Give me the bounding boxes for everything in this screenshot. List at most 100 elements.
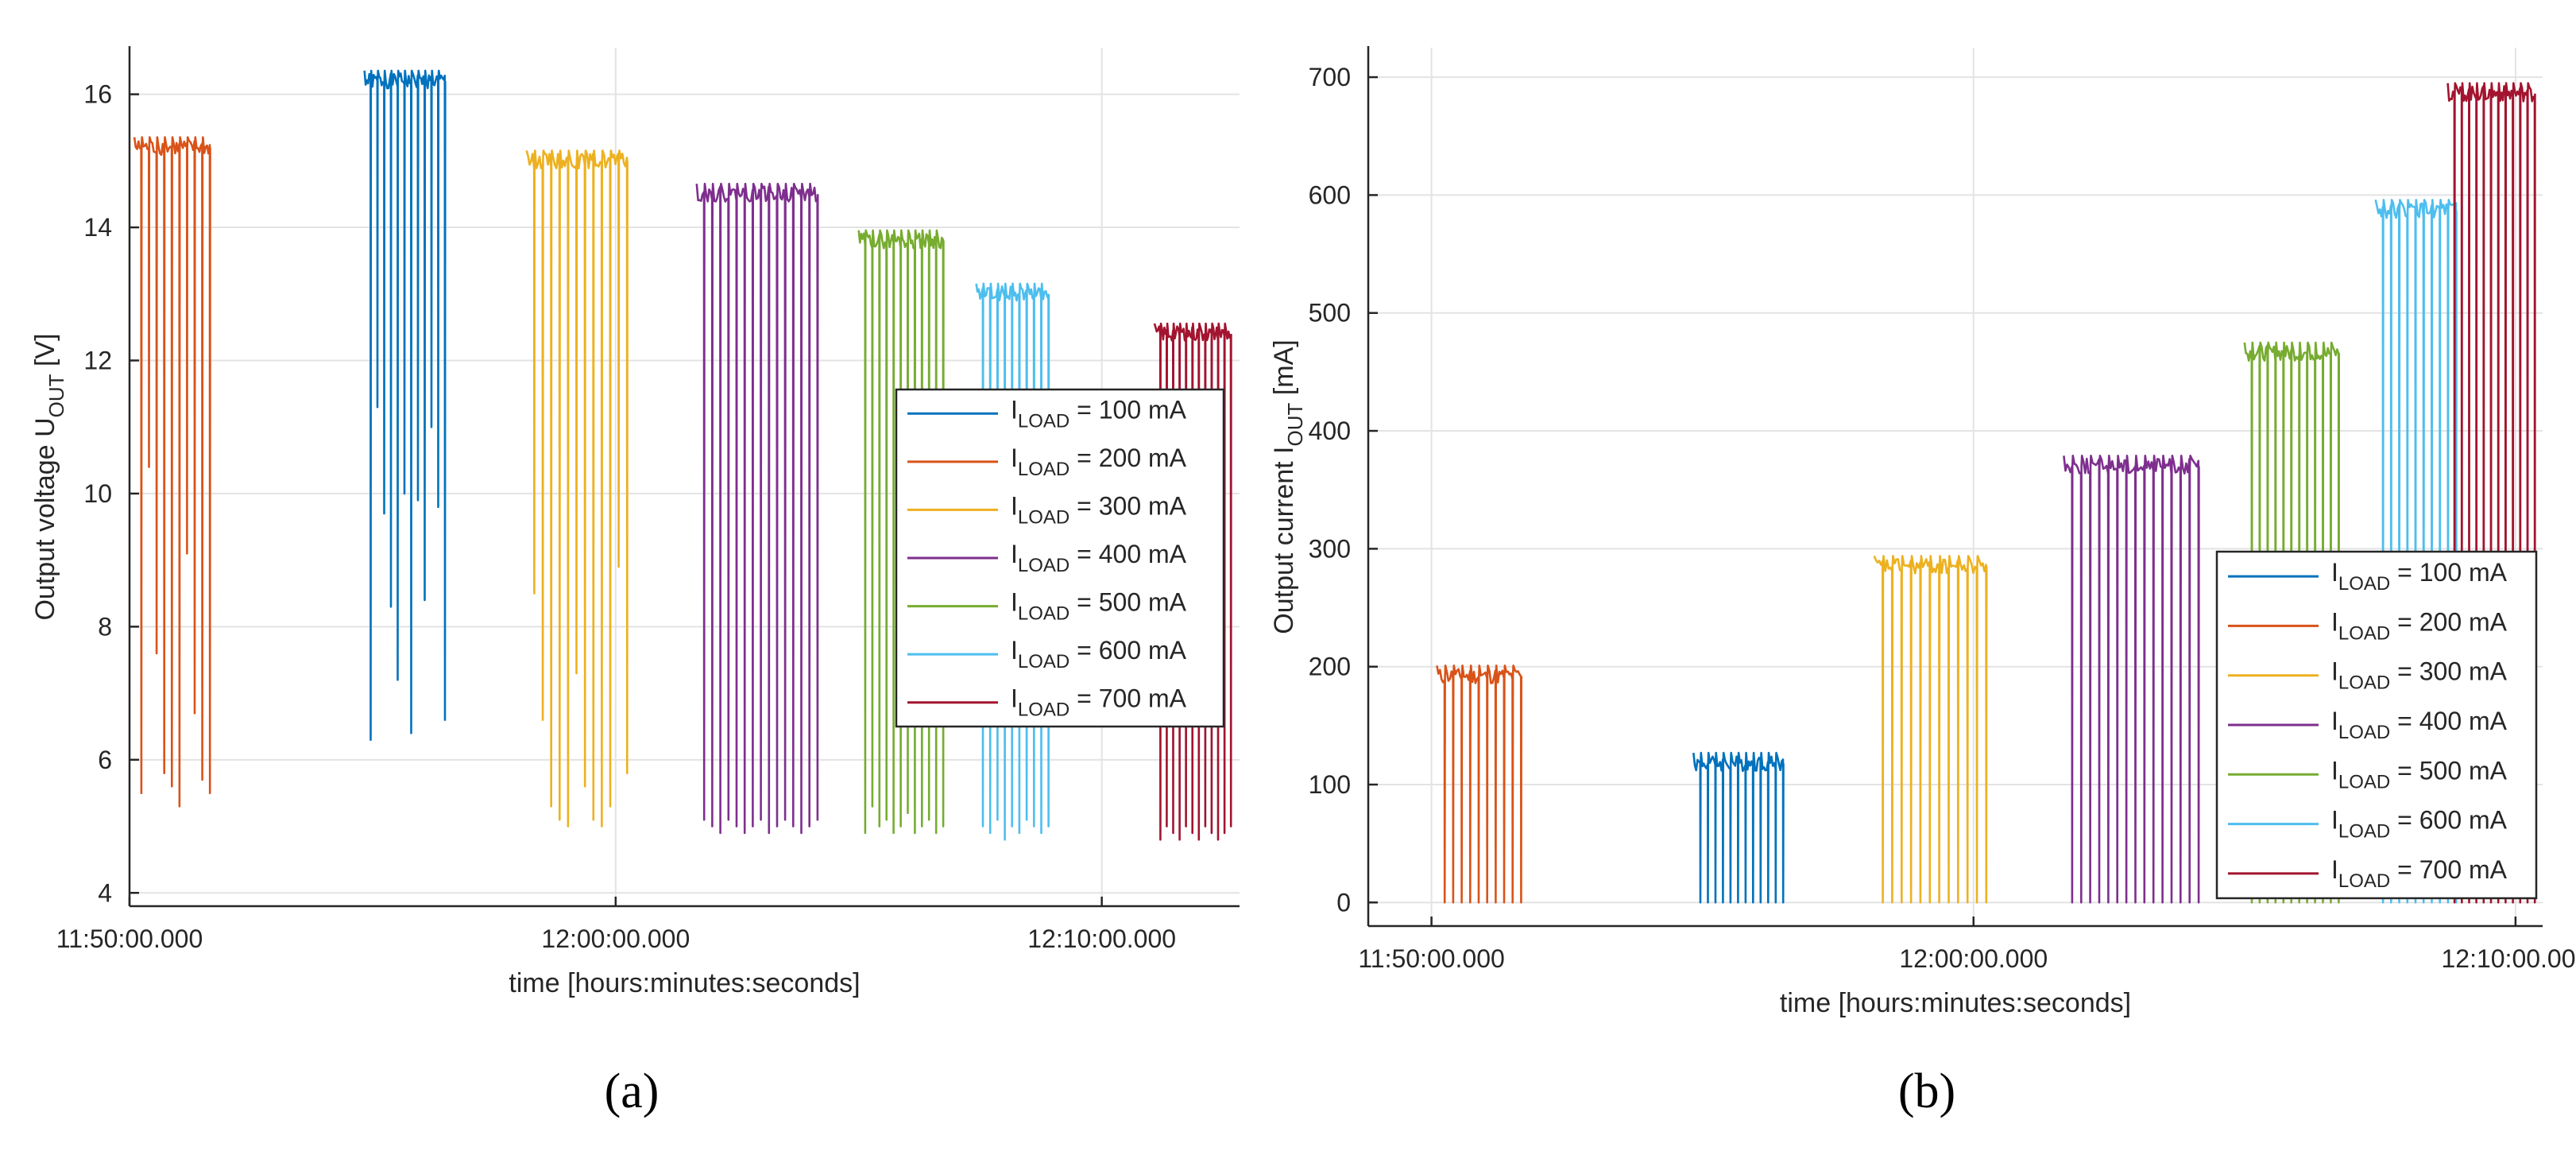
legend-label-suffix: = 500 mA bbox=[1069, 588, 1186, 617]
legend-label-sub: LOAD bbox=[1018, 555, 1069, 576]
legend-label-main: I bbox=[2331, 607, 2338, 636]
legend-label-suffix: = 400 mA bbox=[2390, 707, 2507, 735]
legend-label-sub: LOAD bbox=[2338, 722, 2390, 743]
legend-label-suffix: = 100 mA bbox=[2390, 558, 2507, 587]
legend-label: ILOAD = 200 mA bbox=[2331, 607, 2508, 644]
y-tick-label: 6 bbox=[98, 746, 112, 774]
series-line bbox=[2243, 341, 2340, 904]
chart-b: (b) 0 100 200 300 400 500 600 700 11:50:00.000 12… bbox=[1269, 46, 2576, 1118]
x-tick-label: 12:10:00.000 bbox=[2441, 944, 2576, 973]
legend-label: ILOAD = 700 mA bbox=[2331, 855, 2508, 892]
series-line bbox=[133, 136, 211, 808]
y-tick-label: 16 bbox=[83, 80, 112, 109]
x-axis-label: time [hours:minutes:seconds] bbox=[1780, 988, 2131, 1018]
series-line bbox=[525, 149, 629, 827]
legend-label: ILOAD = 600 mA bbox=[1011, 636, 1187, 672]
legend-label: ILOAD = 400 mA bbox=[1011, 540, 1187, 576]
legend-label: ILOAD = 700 mA bbox=[1011, 684, 1187, 721]
y-tick-label: 8 bbox=[98, 612, 112, 641]
series-line bbox=[2063, 455, 2200, 904]
x-axis-label: time [hours:minutes:seconds] bbox=[509, 968, 860, 998]
legend-label-suffix: = 100 mA bbox=[1069, 395, 1186, 424]
y-axis-label-unit: [V] bbox=[30, 333, 60, 374]
x-tick-label: 11:50:00.000 bbox=[56, 924, 203, 953]
legend-label: ILOAD = 300 mA bbox=[1011, 491, 1187, 528]
y-axis-label-unit: [mA] bbox=[1269, 339, 1299, 402]
legend-label-main: I bbox=[1011, 491, 1018, 520]
y-axis-label-sub: OUT bbox=[44, 374, 68, 417]
legend-label-main: I bbox=[2331, 558, 2338, 587]
legend-label-suffix: = 300 mA bbox=[1069, 491, 1186, 520]
y-tick-label: 700 bbox=[1309, 63, 1351, 91]
legend-label-suffix: = 600 mA bbox=[2390, 806, 2507, 835]
legend-label-suffix: = 400 mA bbox=[1069, 540, 1186, 568]
series-line bbox=[2446, 82, 2536, 904]
legend-label-sub: LOAD bbox=[1018, 700, 1069, 721]
series-line bbox=[857, 229, 945, 835]
legend-label-sub: LOAD bbox=[2338, 622, 2390, 644]
legend-label-main: I bbox=[2331, 806, 2338, 835]
y-tick-label: 600 bbox=[1309, 180, 1351, 209]
x-tick-label: 12:10:00.000 bbox=[1027, 924, 1176, 953]
series-line bbox=[1436, 665, 1522, 904]
legend-label: ILOAD = 300 mA bbox=[2331, 657, 2508, 694]
panel-label-b: (b) bbox=[1898, 1064, 1955, 1118]
series-line bbox=[2374, 199, 2458, 904]
legend-label-sub: LOAD bbox=[2338, 573, 2390, 595]
legend-label-sub: LOAD bbox=[1018, 651, 1069, 672]
legend-label-main: I bbox=[2331, 756, 2338, 785]
x-tick-label: 12:00:00.000 bbox=[541, 924, 690, 953]
y-tick-label: 0 bbox=[1336, 888, 1351, 917]
legend-label: ILOAD = 500 mA bbox=[1011, 588, 1187, 625]
legend-label: ILOAD = 100 mA bbox=[1011, 395, 1187, 432]
legend-label-main: I bbox=[2331, 657, 2338, 686]
legend-label-suffix: = 700 mA bbox=[2390, 855, 2507, 884]
y-axis-label-sub: OUT bbox=[1283, 403, 1307, 447]
legend-label: ILOAD = 600 mA bbox=[2331, 806, 2508, 843]
legend-label-main: I bbox=[1011, 684, 1018, 713]
legend-label-suffix: = 600 mA bbox=[1069, 636, 1186, 665]
legend-label-main: I bbox=[2331, 707, 2338, 735]
legend-label: ILOAD = 400 mA bbox=[2331, 707, 2508, 743]
legend-label-sub: LOAD bbox=[1018, 506, 1069, 528]
legend-label-main: I bbox=[1011, 540, 1018, 568]
panel-label-a: (a) bbox=[605, 1064, 659, 1118]
legend-label-main: I bbox=[1011, 444, 1018, 472]
y-tick-label: 200 bbox=[1309, 653, 1351, 681]
legend-label-suffix: = 300 mA bbox=[2390, 657, 2507, 686]
y-axis-label-main: Output voltage U bbox=[30, 417, 60, 620]
legend-label-main: I bbox=[1011, 588, 1018, 617]
y-tick-label: 10 bbox=[83, 479, 112, 508]
legend-label-sub: LOAD bbox=[1018, 459, 1069, 480]
legend-label-suffix: = 200 mA bbox=[2390, 607, 2507, 636]
y-tick-label: 500 bbox=[1309, 299, 1351, 327]
legend-label-main: I bbox=[1011, 395, 1018, 424]
series-line bbox=[1873, 555, 1988, 904]
legend-label-main: I bbox=[1011, 636, 1018, 665]
y-tick-label: 4 bbox=[98, 878, 112, 907]
legend-label: ILOAD = 100 mA bbox=[2331, 558, 2508, 595]
legend-label-sub: LOAD bbox=[2338, 672, 2390, 694]
y-axis-label: Output voltage UOUT [V] bbox=[30, 333, 68, 620]
y-tick-label: 400 bbox=[1309, 417, 1351, 445]
y-axis-label-main: Output current I bbox=[1269, 447, 1299, 634]
legend-label: ILOAD = 500 mA bbox=[2331, 756, 2508, 793]
series-line bbox=[1692, 751, 1785, 904]
legend-label-sub: LOAD bbox=[2338, 821, 2390, 843]
legend-label-sub: LOAD bbox=[2338, 771, 2390, 793]
legend-label-suffix: = 500 mA bbox=[2390, 756, 2507, 785]
legend-label-sub: LOAD bbox=[1018, 603, 1069, 625]
series-line bbox=[363, 69, 447, 741]
y-axis-label: Output current IOUT [mA] bbox=[1269, 339, 1307, 634]
x-tick-label: 11:50:00.000 bbox=[1358, 944, 1504, 973]
y-tick-label: 14 bbox=[83, 213, 112, 242]
y-tick-label: 300 bbox=[1309, 534, 1351, 563]
legend-label-suffix: = 700 mA bbox=[1069, 684, 1186, 713]
legend-label-sub: LOAD bbox=[1018, 410, 1069, 432]
y-tick-label: 12 bbox=[83, 346, 112, 374]
legend-label-sub: LOAD bbox=[2338, 870, 2390, 892]
series-line bbox=[695, 182, 819, 835]
series-line bbox=[975, 282, 1050, 841]
legend-label-main: I bbox=[2331, 855, 2338, 884]
